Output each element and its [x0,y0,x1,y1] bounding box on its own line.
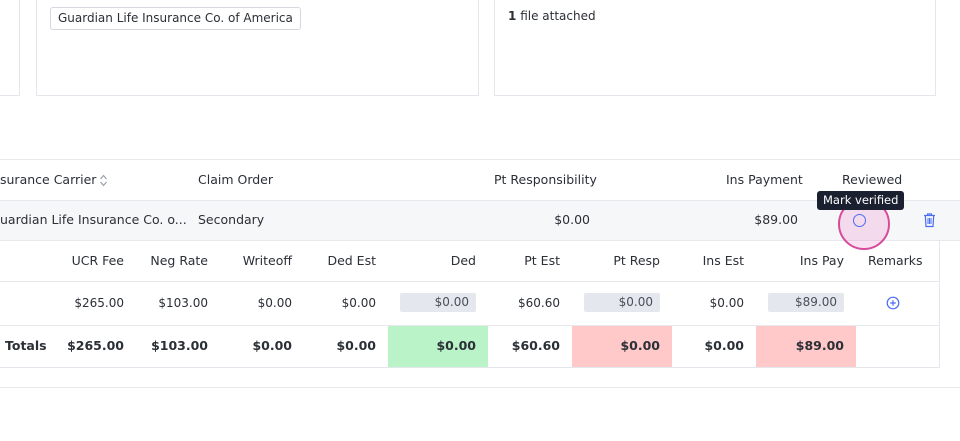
ded-total-cell [388,326,488,367]
header-ins-payment: Ins Payment [726,172,803,187]
header-pt-responsibility: Pt Responsibility [494,172,597,187]
header-ins-pay: Ins Pay [799,253,844,268]
trash-icon[interactable] [922,212,937,228]
mark-verified-tooltip: Mark verified [817,191,905,210]
row-pt-est: $60.60 [518,296,560,310]
pt-resp-total-cell [572,326,672,367]
attachments-card: 1 file attached [494,0,936,96]
total-writeoff: $0.00 [252,338,292,353]
section-bottom-border [0,387,960,388]
add-remark-icon[interactable] [886,296,900,310]
row-ucr-fee: $265.00 [74,296,124,310]
header-pt-est: Pt Est [524,253,560,268]
header-ded-est: Ded Est [327,253,376,268]
claim-pt-responsibility: $0.00 [554,212,590,227]
files-attached-text[interactable]: 1 file attached [508,9,596,23]
header-claim-order: Claim Order [198,172,274,187]
insurance-carrier-card: Guardian Life Insurance Co. of America [36,0,479,96]
header-insurance-carrier[interactable]: surance Carrier [0,172,97,187]
claims-table-top-border [0,159,960,160]
files-label: file attached [520,9,596,23]
total-pt-resp: $0.00 [620,338,660,353]
total-pt-est: $60.60 [511,338,560,353]
left-edge-card [0,0,20,96]
ins-pay-total-cell [756,326,856,367]
totals-label: Totals [5,338,47,353]
header-writeoff: Writeoff [242,253,292,268]
claim-order: Secondary [198,212,265,227]
carrier-chip[interactable]: Guardian Life Insurance Co. of America [50,7,301,30]
total-ins-pay: $89.00 [795,338,844,353]
header-pt-resp: Pt Resp [613,253,660,268]
total-ded-est: $0.00 [336,338,376,353]
header-remarks: Remarks [868,253,923,268]
total-ins-est: $0.00 [704,338,744,353]
claim-ins-payment: $89.00 [754,212,798,227]
header-neg-rate: Neg Rate [150,253,208,268]
files-count: 1 [508,9,517,23]
header-ins-est: Ins Est [702,253,744,268]
row-ins-est: $0.00 [709,296,744,310]
header-reviewed: Reviewed [842,172,903,187]
total-ded: $0.00 [436,338,476,353]
total-neg-rate: $103.00 [151,338,208,353]
claim-carrier: uardian Life Insurance Co. o... [0,212,187,227]
header-ucr-fee: UCR Fee [71,253,124,268]
procedure-header-divider [0,281,939,282]
row-neg-rate: $103.00 [158,296,208,310]
procedure-totals-divider [0,325,939,326]
pt-resp-input[interactable]: $0.00 [584,293,660,312]
total-ucr-fee: $265.00 [67,338,124,353]
ded-input[interactable]: $0.00 [400,293,476,312]
claim-row[interactable] [0,200,960,241]
row-writeoff: $0.00 [257,296,292,310]
sort-icon[interactable] [99,174,108,187]
verify-circle-icon[interactable] [853,214,866,227]
header-ded: Ded [450,253,476,268]
row-ded-est: $0.00 [341,296,376,310]
ins-pay-input[interactable]: $89.00 [768,293,844,312]
